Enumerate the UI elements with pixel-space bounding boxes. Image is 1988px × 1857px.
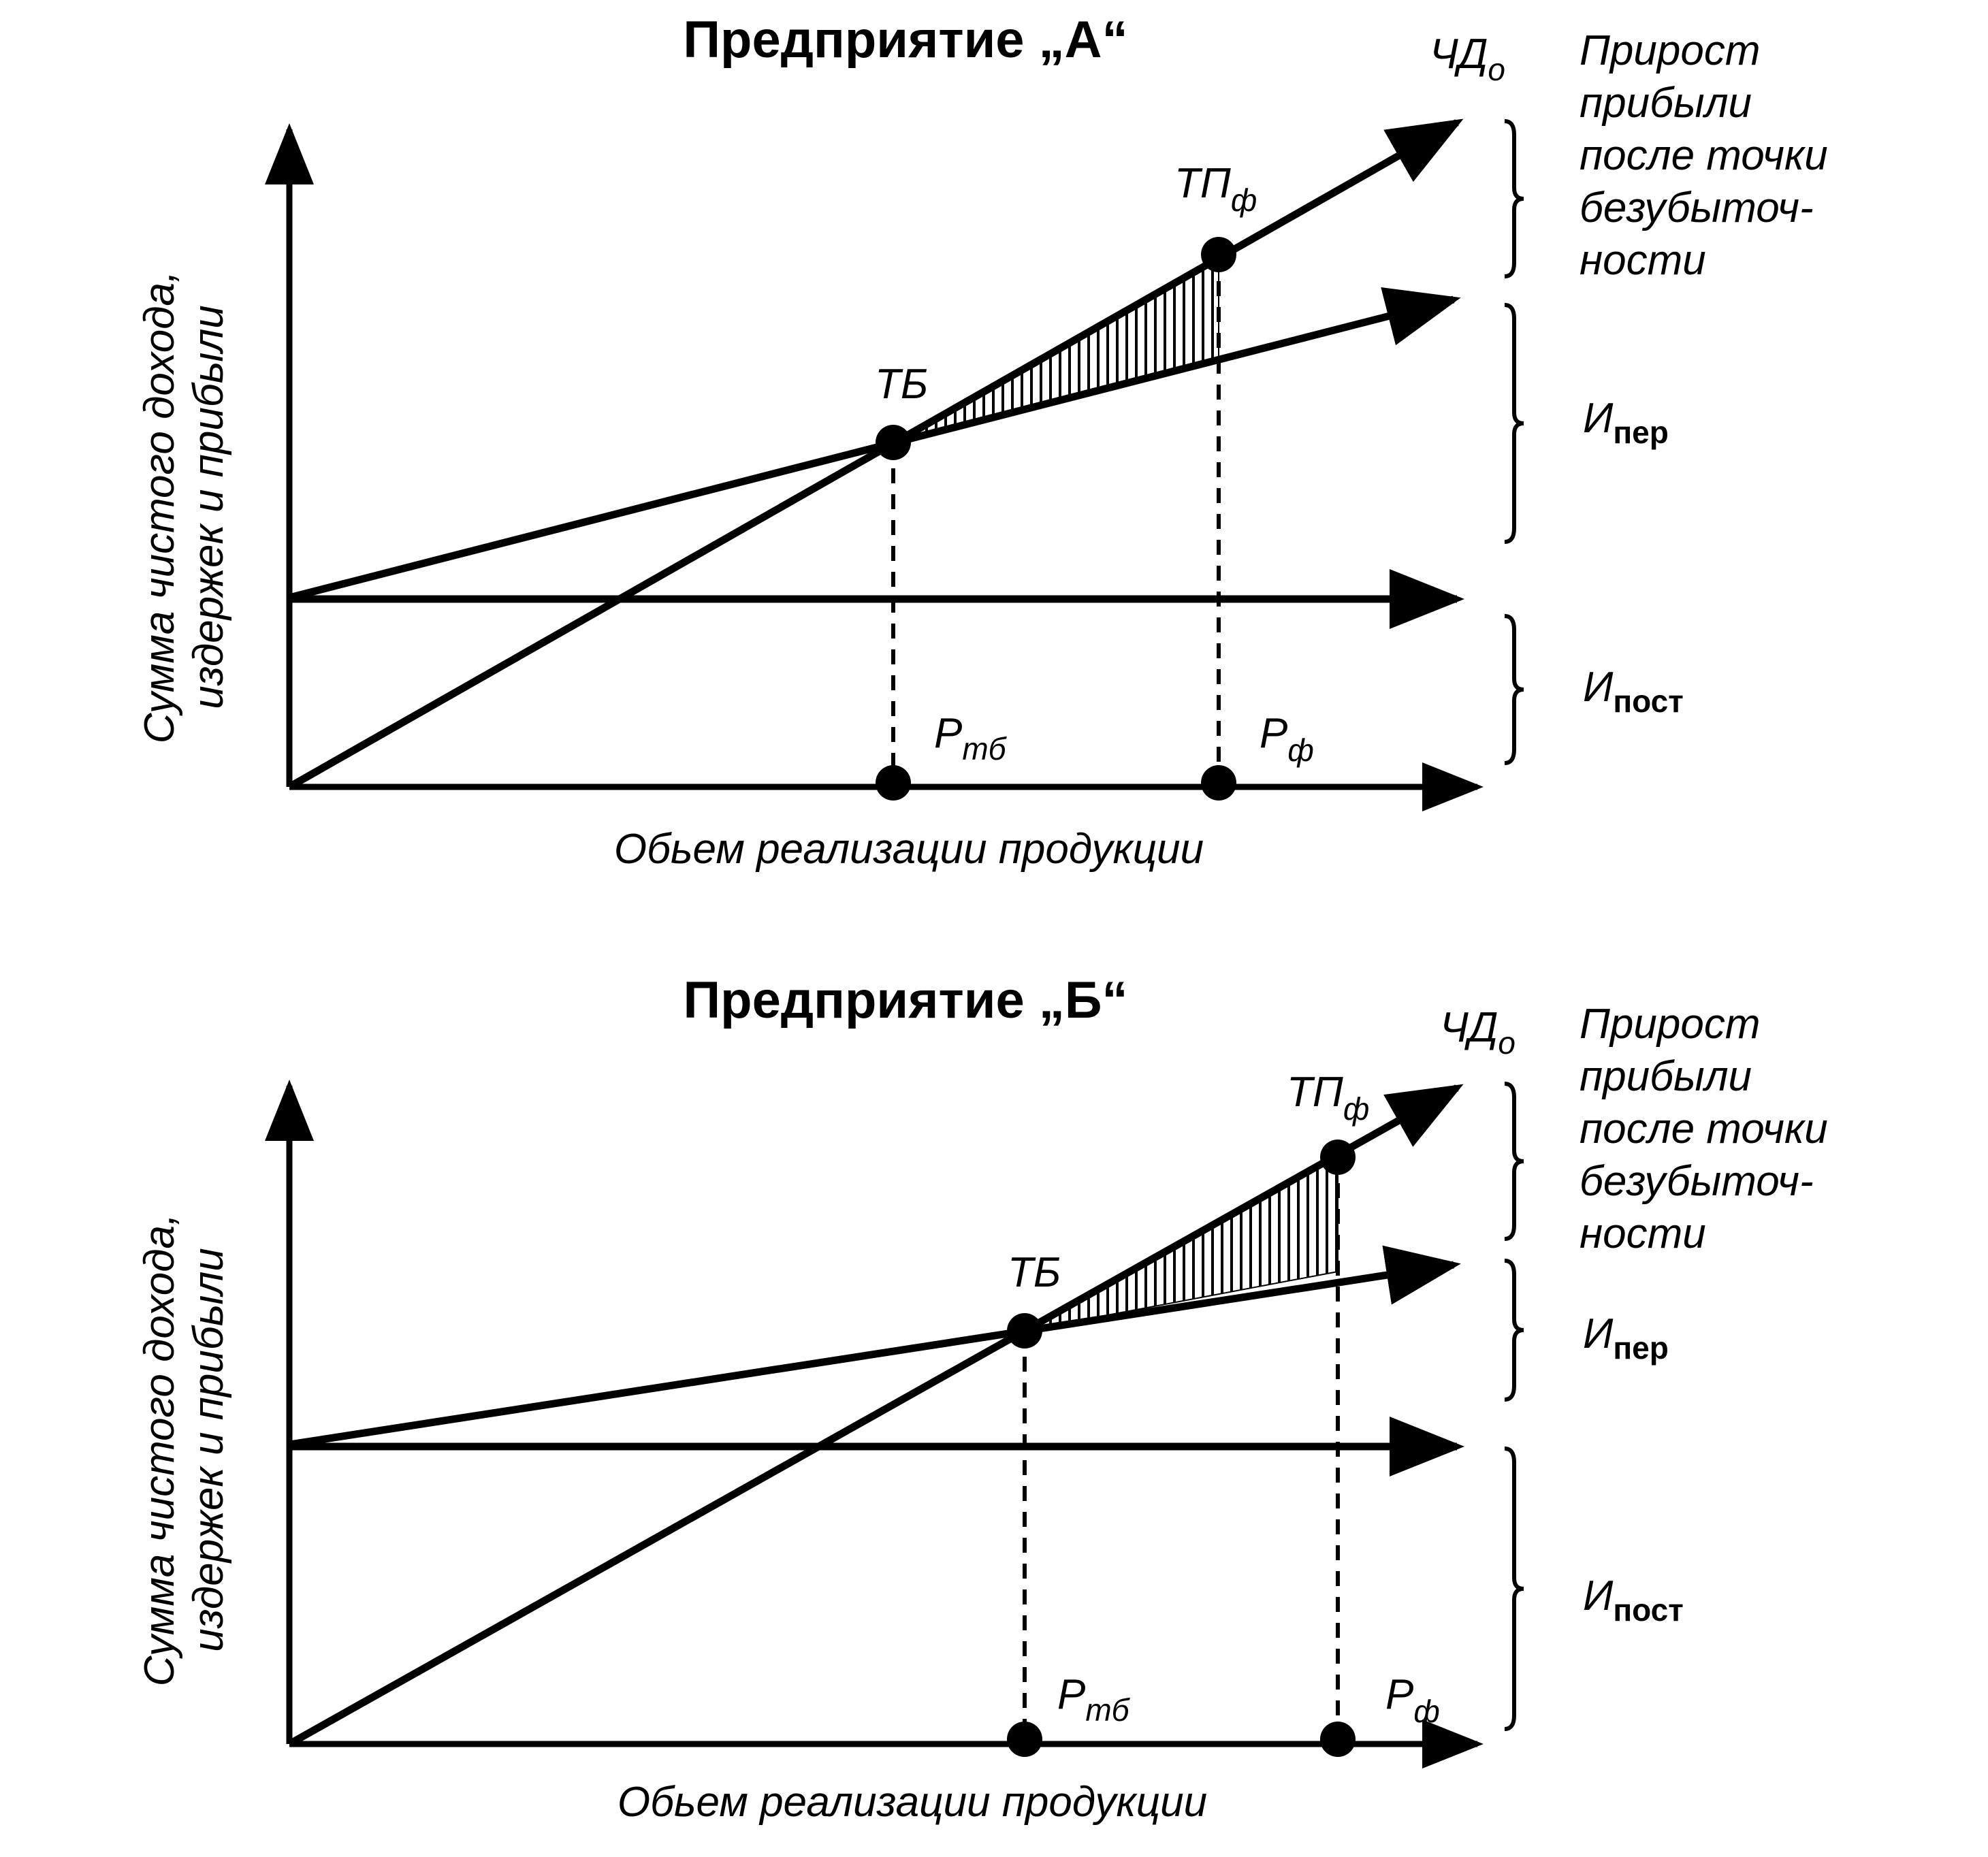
panel-a-actual-point [1201, 237, 1236, 272]
panel-b-revenue-line [287, 1084, 1464, 1747]
panel-b-breakeven-point [1007, 1313, 1042, 1349]
panel-b-actual-volume-point [1320, 1722, 1356, 1757]
panel-b-fixed-costs-label: Ипост [1583, 1572, 1684, 1628]
panel-a-x-axis-label: Обьем реализации продукции [614, 826, 1204, 873]
panel-a-growth-line-1: Прирост [1580, 27, 1761, 74]
panel-b-p-tb-label: Ртб [1057, 1671, 1131, 1728]
panel-b-revenue-label: ЧДо [1440, 1004, 1516, 1061]
panel-b-variable-costs-line [289, 1245, 1461, 1449]
panel-b-growth-line-1: Прирост [1580, 1001, 1761, 1048]
panel-a-p-f-label: Рф [1260, 710, 1314, 768]
panel-b-tp-label: ТПф [1287, 1069, 1369, 1127]
panel-b-title: Предприятие „Б“ [684, 971, 1128, 1029]
panel-a-brace-fixed [1504, 614, 1524, 765]
panel-a-title: Предприятие „А“ [683, 11, 1127, 69]
panel-a-tp-label: ТПф [1174, 160, 1257, 218]
panel-a-variable-costs-label: Ипер [1583, 395, 1669, 450]
panel-b-brace-fixed [1504, 1447, 1524, 1731]
panel-b-variable-costs-label: Ипер [1583, 1310, 1669, 1366]
panel-b-y-axis-label: Сумма чистого дохода, издержек и прибыли [136, 1214, 232, 1687]
panel-a-y-axis-line-1: Сумма чистого дохода, [136, 271, 183, 744]
panel-a-actual-volume-point [1201, 765, 1236, 801]
panel-a-revenue-label: ЧДо [1430, 31, 1505, 87]
panel-b-growth-line-3: после точки [1580, 1105, 1828, 1152]
panel-a-fixed-costs-label: Ипост [1583, 664, 1684, 719]
panel-a-growth-legend: Прирост прибыли после точки безубыточ- н… [1580, 27, 1828, 284]
panel-b-brace-growth [1504, 1082, 1524, 1241]
panel-a-tb-label: ТБ [875, 361, 928, 408]
panel-a-revenue-line [287, 118, 1464, 790]
panel-b-actual-point [1320, 1140, 1356, 1175]
panel-b-growth-line-5: ности [1580, 1210, 1706, 1257]
panel-a-brace-growth [1504, 119, 1524, 278]
panel-a-brace-variable [1504, 303, 1524, 544]
panel-b-breakeven-volume-point [1007, 1722, 1042, 1757]
panel-a-growth-line-2: прибыли [1580, 80, 1752, 127]
panel-a-growth-line-4: безубыточ- [1580, 184, 1814, 231]
panel-a-y-axis-line-2: издержек и прибыли [185, 305, 232, 709]
panel-b-growth-line-4: безубыточ- [1580, 1158, 1814, 1205]
panel-b-brace-variable [1504, 1259, 1524, 1402]
panel-a-breakeven-volume-point [876, 765, 911, 801]
panel-b-growth-legend: Прирост прибыли после точки безубыточ- н… [1580, 1001, 1828, 1257]
panel-b: Предприятие „Б“ Сумма чистого дохода, из… [136, 971, 1828, 1826]
panel-b-x-axis-label: Обьем реализации продукции [618, 1779, 1207, 1826]
panel-a-growth-line-5: ности [1580, 237, 1706, 284]
panel-b-y-axis-line-1: Сумма чистого дохода, [136, 1214, 183, 1687]
panel-b-y-axis-line-2: издержек и прибыли [185, 1248, 232, 1652]
panel-a-breakeven-point [876, 425, 911, 460]
panel-b-p-f-label: Рф [1385, 1671, 1440, 1729]
panel-b-tb-label: ТБ [1008, 1249, 1061, 1296]
panel-a-y-axis-label: Сумма чистого дохода, издержек и прибыли [136, 271, 232, 744]
panel-a-variable-costs-line [288, 287, 1461, 602]
panel-a-growth-line-3: после точки [1580, 132, 1828, 179]
panel-a-p-tb-label: Ртб [934, 710, 1008, 766]
panel-b-growth-line-2: прибыли [1580, 1053, 1752, 1100]
panel-a: Предприятие „А“ Сумма чистого дохода, из… [136, 11, 1828, 873]
